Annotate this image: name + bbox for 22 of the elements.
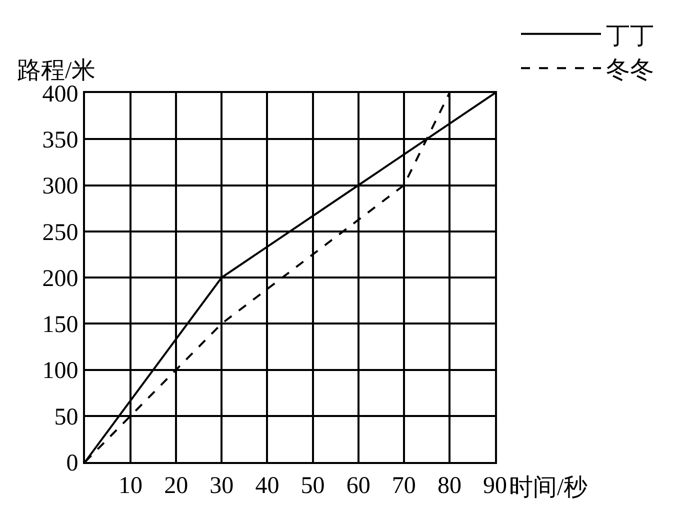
y-tick-label: 0 bbox=[66, 450, 78, 476]
y-tick-label: 150 bbox=[42, 312, 78, 338]
x-tick-label: 90 bbox=[483, 472, 507, 499]
x-tick-label: 20 bbox=[164, 472, 188, 499]
legend-label: 冬冬 bbox=[606, 57, 654, 84]
y-tick-label: 200 bbox=[42, 266, 78, 292]
x-tick-label: 70 bbox=[392, 472, 416, 499]
x-tick-label: 60 bbox=[346, 472, 370, 499]
x-tick-label: 40 bbox=[255, 472, 280, 499]
x-tick-label: 10 bbox=[118, 472, 143, 499]
legend-label: 丁丁 bbox=[606, 23, 654, 50]
y-tick-label: 350 bbox=[42, 128, 78, 154]
x-tick-label: 30 bbox=[210, 472, 234, 499]
y-tick-label: 100 bbox=[42, 358, 78, 384]
x-tick-label: 50 bbox=[300, 472, 325, 499]
x-tick-label: 80 bbox=[437, 472, 462, 499]
y-axis-title: 路程/米 bbox=[17, 58, 96, 84]
y-tick-label: 400 bbox=[42, 81, 78, 108]
y-tick-label: 50 bbox=[54, 404, 78, 430]
x-axis-title: 时间/秒 bbox=[509, 475, 588, 501]
y-tick-label: 250 bbox=[42, 220, 78, 246]
y-tick-label: 300 bbox=[42, 174, 78, 200]
